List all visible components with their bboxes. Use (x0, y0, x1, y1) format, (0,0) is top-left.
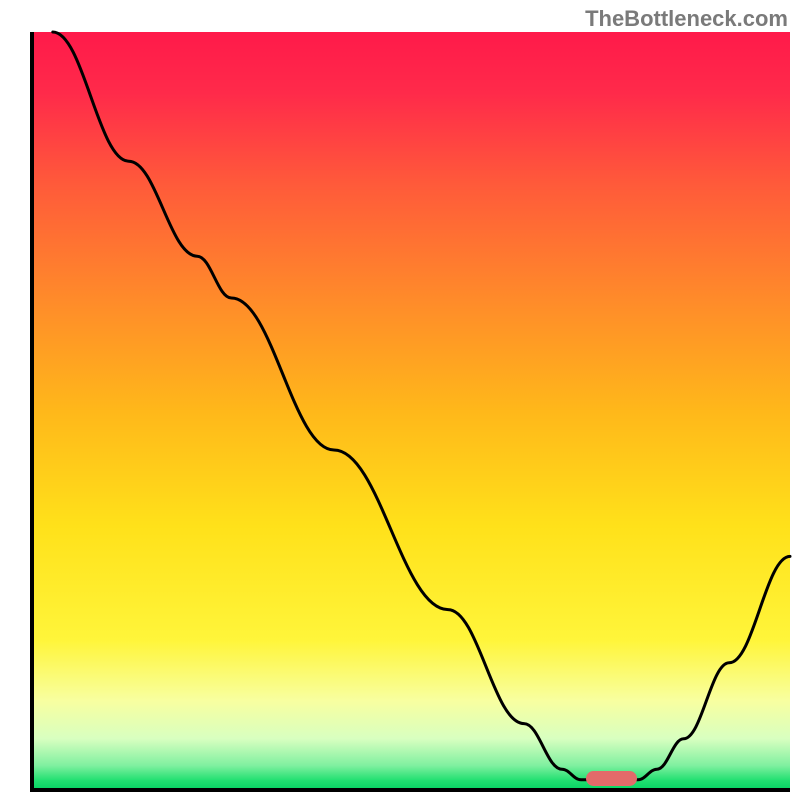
watermark-text: TheBottleneck.com (585, 6, 788, 32)
y-axis (30, 32, 34, 792)
x-axis (30, 788, 790, 792)
bottleneck-curve (30, 32, 790, 792)
chart-container: { "watermark": { "text": "TheBottleneck.… (0, 0, 800, 800)
optimum-marker (586, 771, 638, 786)
plot-area (30, 32, 790, 792)
